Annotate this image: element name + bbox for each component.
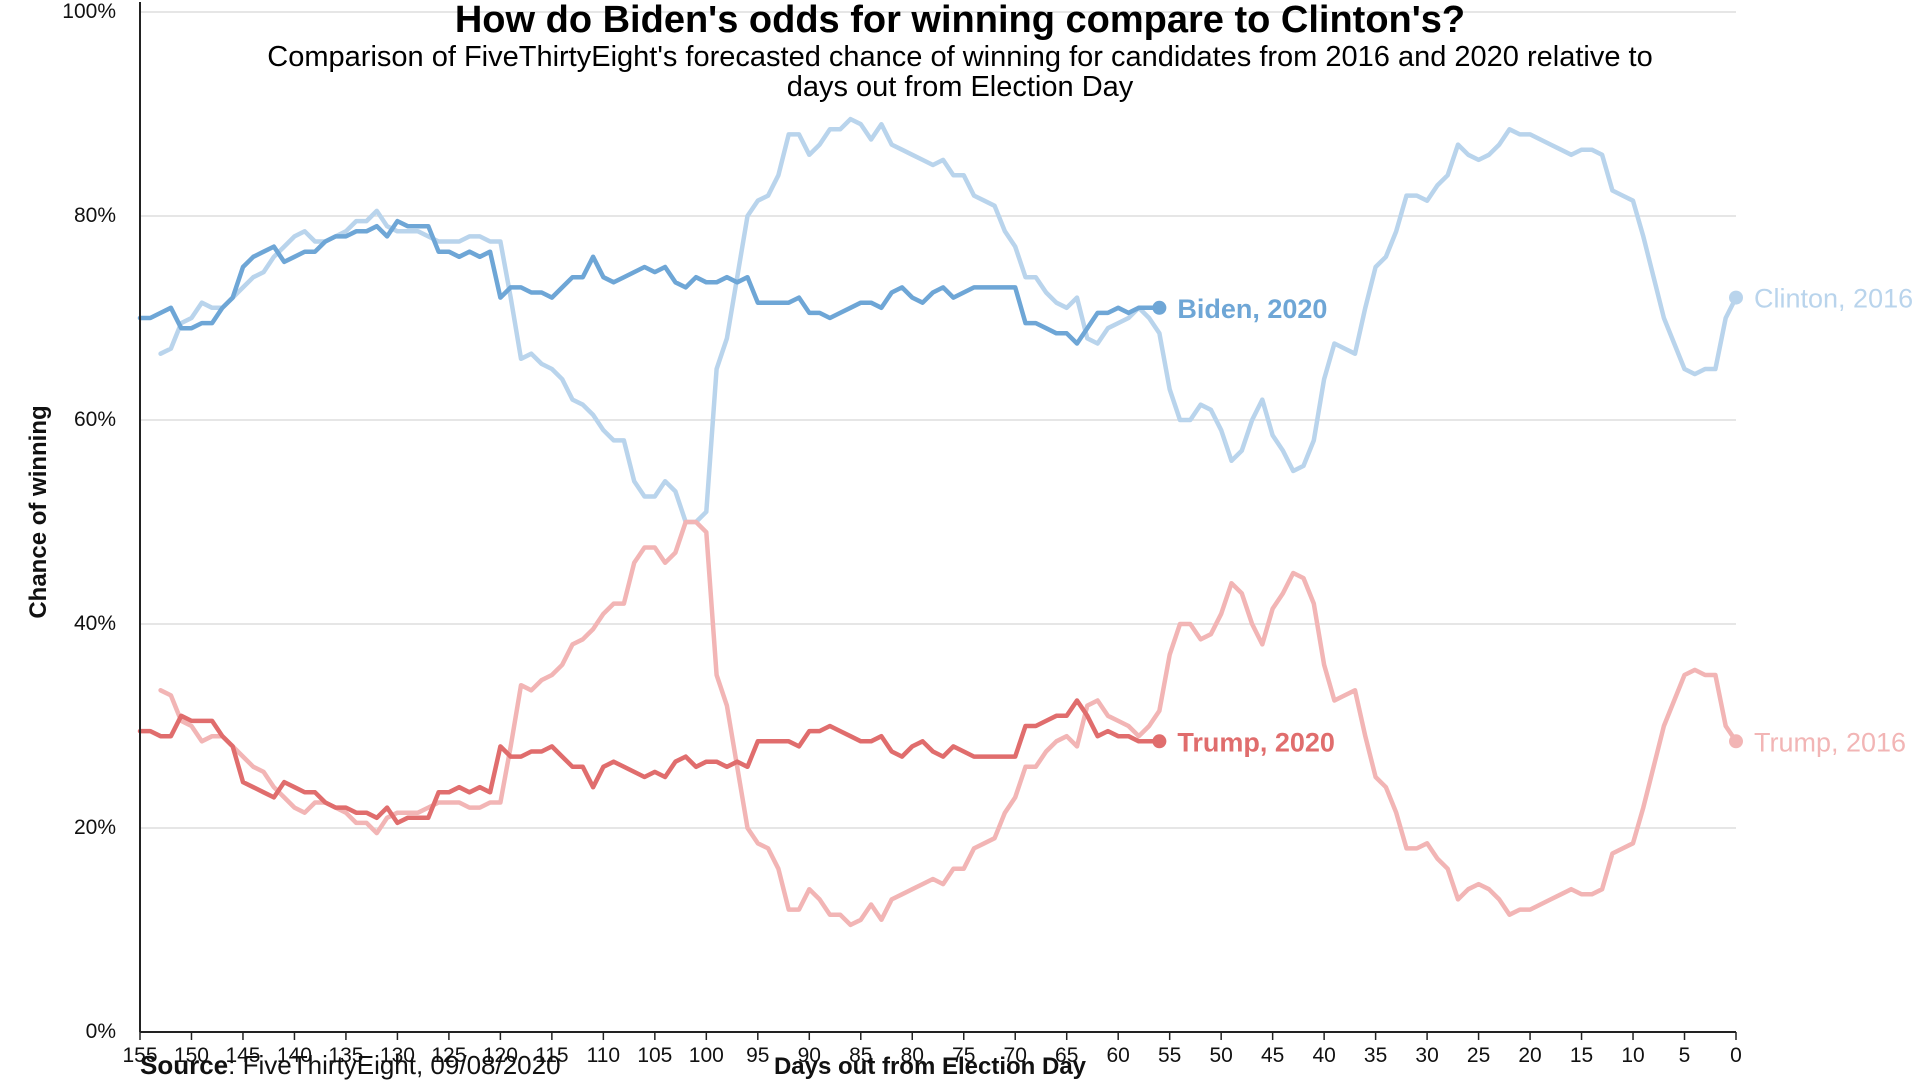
- y-tick-label: 40%: [74, 612, 116, 635]
- x-tick-label: 70: [1004, 1044, 1027, 1067]
- x-tick-label: 140: [277, 1044, 312, 1067]
- series-end-marker: [1152, 300, 1167, 315]
- x-axis-ticks: 155 150 145 140 135 130 125 120 115 110 105 100 95 90…: [122, 1032, 1742, 1067]
- series-line-biden-2020: [137, 218, 1162, 346]
- x-tick-label: 40: [1312, 1044, 1335, 1067]
- x-tick-label: 65: [1055, 1044, 1078, 1067]
- x-tick-label: 115: [535, 1044, 568, 1067]
- series-label-clinton-2016: Clinton, 2016: [1754, 284, 1913, 314]
- chart-subtitle-line-1: Comparison of FiveThirtyEight's forecast…: [267, 41, 1652, 73]
- x-tick-label: 145: [225, 1044, 260, 1067]
- x-tick-label: 110: [587, 1044, 620, 1067]
- series-line-clinton-2016: [158, 116, 1739, 525]
- series-end-marker: [1729, 290, 1743, 305]
- x-tick-label: 10: [1621, 1044, 1644, 1067]
- y-tick-label: 60%: [74, 408, 116, 431]
- series-label-trump-2016: Trump, 2016: [1754, 727, 1906, 757]
- y-tick-label: 0%: [86, 1020, 116, 1043]
- x-tick-label: 30: [1415, 1044, 1438, 1067]
- x-tick-label: 135: [328, 1044, 363, 1067]
- y-axis-ticks: 0% 20% 40% 60% 80% 100%: [62, 0, 116, 1043]
- series-label-trump-2020: Trump, 2020: [1177, 727, 1335, 757]
- x-tick-label: 25: [1467, 1044, 1490, 1067]
- x-tick-label: 130: [380, 1044, 415, 1067]
- x-tick-label: 55: [1158, 1044, 1181, 1067]
- y-tick-label: 100%: [62, 0, 116, 23]
- x-axis-title: Days out from Election Day: [774, 1053, 1087, 1080]
- x-tick-label: 120: [483, 1044, 518, 1067]
- x-tick-label: 85: [849, 1044, 872, 1067]
- x-tick-label: 60: [1107, 1044, 1130, 1067]
- x-tick-label: 90: [798, 1044, 821, 1067]
- series-line-trump-2016: [158, 519, 1739, 928]
- x-tick-label: 35: [1364, 1044, 1387, 1067]
- x-tick-label: 155: [122, 1044, 157, 1067]
- x-tick-label: 150: [174, 1044, 209, 1067]
- series-line-trump-2020: [137, 698, 1162, 826]
- x-tick-label: 80: [901, 1044, 924, 1067]
- x-tick-label: 20: [1518, 1044, 1541, 1067]
- series-end-marker: [1729, 734, 1743, 749]
- source-note: Source: FiveThirtyEight, 09/08/2020: [140, 1050, 561, 1080]
- series-end-marker: [1152, 734, 1167, 749]
- series-label-biden-2020: Biden, 2020: [1177, 294, 1327, 324]
- x-tick-label: 5: [1679, 1044, 1691, 1067]
- x-tick-label: 100: [689, 1044, 724, 1067]
- series-labels: Clinton, 2016 Trump, 2016 Biden, 2020 Trump…: [1177, 284, 1913, 758]
- chart-subtitle-line-2: days out from Election Day: [787, 71, 1134, 103]
- axes: [139, 2, 1736, 1033]
- x-tick-label: 0: [1730, 1044, 1742, 1067]
- x-tick-label: 50: [1209, 1044, 1232, 1067]
- chart-title: How do Biden's odds for winning compare …: [455, 0, 1465, 41]
- x-tick-label: 95: [746, 1044, 769, 1067]
- source-label: Source: [140, 1050, 228, 1080]
- y-tick-label: 80%: [74, 204, 116, 227]
- x-tick-label: 125: [431, 1044, 466, 1067]
- y-tick-label: 20%: [74, 816, 116, 839]
- x-tick-label: 105: [637, 1044, 672, 1067]
- y-axis-title: Chance of winning: [25, 405, 52, 618]
- source-text: : FiveThirtyEight, 09/08/2020: [228, 1050, 560, 1080]
- x-tick-label: 75: [952, 1044, 975, 1067]
- x-tick-label: 45: [1261, 1044, 1284, 1067]
- gridlines: [140, 11, 1736, 829]
- x-tick-label: 15: [1570, 1044, 1593, 1067]
- series-lines: [137, 116, 1743, 928]
